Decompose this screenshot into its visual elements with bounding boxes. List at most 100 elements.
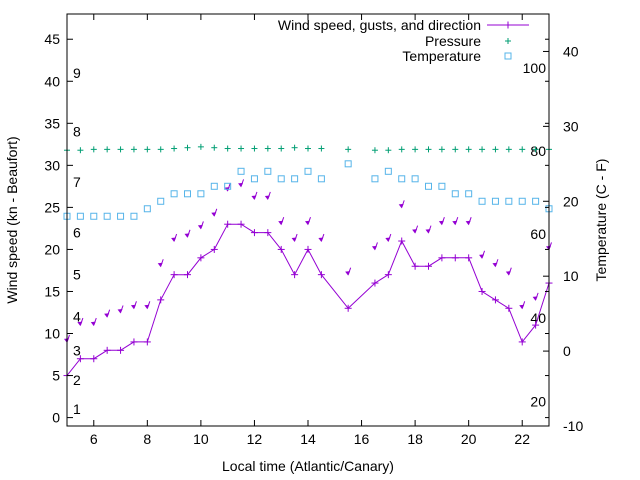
- gust-arrow-head: [211, 212, 217, 217]
- pressure-point: [278, 145, 285, 152]
- temperature-point: [291, 175, 299, 183]
- temperature-point: [491, 197, 499, 205]
- wind-speed-point: [291, 271, 299, 279]
- gust-arrow-head: [251, 195, 257, 200]
- x-tick-label: 20: [461, 431, 477, 447]
- y-axis-label: Wind speed (kn - Beaufort): [4, 136, 20, 303]
- beaufort-label: 4: [73, 309, 81, 325]
- temperature-point: [184, 190, 191, 198]
- gust-arrow: [318, 233, 325, 243]
- gust-arrow-head: [77, 321, 83, 327]
- temperature-point: [425, 182, 432, 190]
- gust-arrow-head: [412, 229, 418, 234]
- gust-arrow: [519, 301, 526, 310]
- temperature-point: [451, 190, 459, 198]
- pressure-point: [211, 144, 218, 151]
- gust-arrow-head: [117, 308, 123, 314]
- gust-arrow: [130, 301, 137, 310]
- beaufort-label: 7: [73, 174, 81, 190]
- gust-arrow: [157, 259, 164, 268]
- y-tick-label: 10: [44, 326, 60, 342]
- y-tick-label: 40: [44, 73, 60, 89]
- legend-label: Temperature: [402, 48, 481, 64]
- wind-speed-point: [103, 346, 111, 354]
- gust-arrow: [104, 309, 111, 318]
- temperature-point: [371, 175, 379, 183]
- x-tick-label: 6: [90, 431, 98, 447]
- gust-arrow-head: [104, 313, 110, 318]
- x-tick-label: 12: [247, 431, 263, 447]
- temperature-point: [411, 175, 419, 183]
- pressure-point: [144, 146, 151, 153]
- gust-arrow: [345, 267, 352, 276]
- gust-arrow: [264, 191, 271, 200]
- temperature-point: [518, 197, 526, 205]
- pressure-point: [438, 146, 445, 153]
- y-tick-label: 15: [44, 283, 60, 299]
- temperature-point: [465, 190, 473, 198]
- y2-tick-label: 40: [563, 43, 579, 59]
- gust-arrow-head: [465, 220, 471, 226]
- wind-speed-point: [170, 271, 178, 279]
- wind-speed-point: [371, 279, 379, 287]
- pressure-point: [412, 146, 419, 153]
- temperature-point: [224, 182, 232, 190]
- x-tick-label: 8: [143, 431, 151, 447]
- gust-arrow-head: [452, 220, 458, 226]
- pressure-point: [130, 146, 137, 153]
- wind-speed-point: [384, 271, 392, 279]
- pressure-point: [104, 146, 111, 153]
- y-tick-label: 45: [44, 31, 60, 47]
- pressure-point: [264, 145, 271, 152]
- wind-speed-point: [451, 254, 459, 262]
- gust-arrow: [532, 292, 539, 301]
- legend-temperature-marker: [504, 52, 512, 60]
- temperature-point: [250, 175, 258, 183]
- wind-speed-point: [344, 304, 352, 312]
- y2-tick-label: 0: [563, 343, 571, 359]
- wind-speed-point: [76, 355, 84, 363]
- y2-axis-label: Temperature (C - F): [593, 159, 609, 282]
- pressure-point: [77, 147, 84, 154]
- gust-arrow-head: [479, 254, 485, 259]
- gust-arrow: [505, 267, 512, 276]
- gust-arrow-head: [492, 262, 498, 268]
- pressure-point: [345, 146, 352, 153]
- pressure-point: [519, 146, 526, 153]
- wind-speed-point: [224, 220, 232, 228]
- legend: Wind speed, gusts, and directionPressure…: [278, 17, 529, 64]
- gust-arrow: [251, 191, 258, 200]
- x-tick-label: 10: [193, 431, 209, 447]
- x-tick-label: 22: [514, 431, 530, 447]
- temperature-point: [197, 190, 205, 198]
- pressure-point: [505, 146, 512, 153]
- gust-arrow-head: [90, 321, 96, 327]
- pressure-point: [90, 146, 97, 153]
- wind-speed-point: [250, 229, 258, 237]
- gust-arrow-head: [385, 237, 391, 243]
- temperature-point: [277, 175, 285, 183]
- gust-arrow: [438, 217, 445, 226]
- temperature-point: [90, 212, 98, 220]
- wind-speed-point: [277, 245, 285, 253]
- wind-speed-point: [317, 271, 325, 279]
- gust-arrow-head: [278, 220, 284, 226]
- wind-speed-point: [304, 245, 312, 253]
- gust-arrow-head: [425, 229, 431, 234]
- y-tick-label: 25: [44, 199, 60, 215]
- beaufort-label: 9: [73, 65, 81, 81]
- gust-arrow: [398, 200, 405, 209]
- fahrenheit-label: 100: [523, 60, 547, 76]
- pressure-point: [291, 144, 298, 151]
- gust-arrow-head: [505, 271, 511, 276]
- wind-speed-point: [157, 296, 165, 304]
- fahrenheit-label: 20: [530, 393, 546, 409]
- pressure-point: [197, 143, 204, 150]
- pressure-point: [532, 146, 539, 153]
- beaufort-label: 8: [73, 124, 81, 140]
- gust-arrow: [492, 259, 499, 268]
- pressure-point: [251, 145, 258, 152]
- gust-arrow: [479, 250, 486, 259]
